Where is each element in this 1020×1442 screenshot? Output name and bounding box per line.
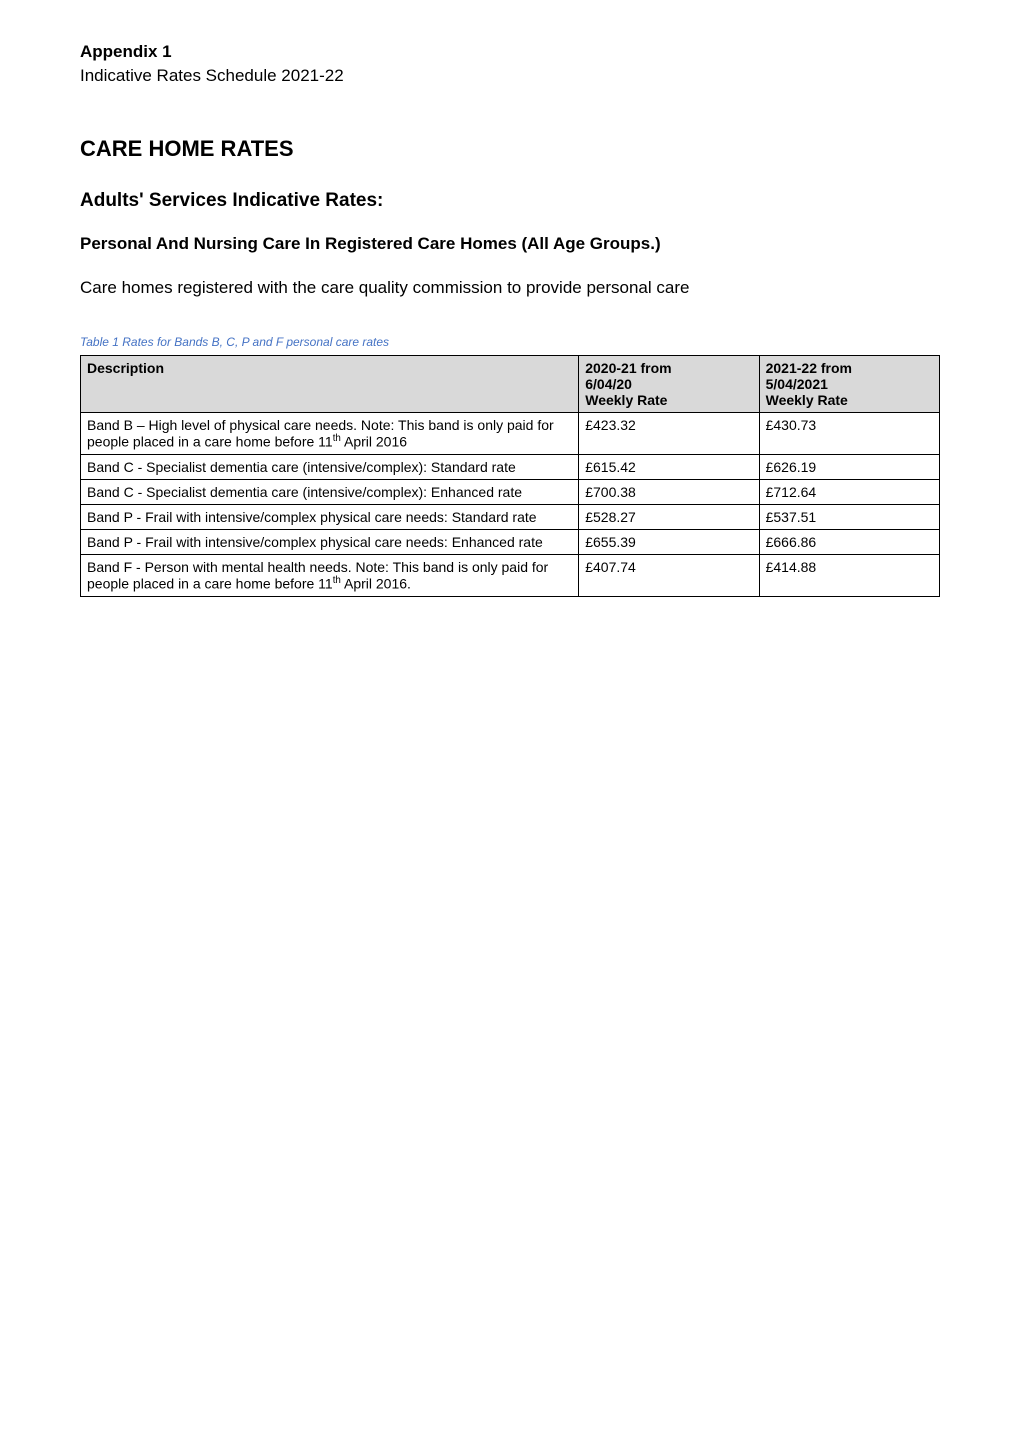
table-header-row: Description 2020-21 from 6/04/20 Weekly … bbox=[81, 356, 940, 413]
header-2021-line3: Weekly Rate bbox=[766, 392, 848, 408]
cell-rate-2020: £528.27 bbox=[579, 505, 759, 530]
table-row: Band P - Frail with intensive/complex ph… bbox=[81, 505, 940, 530]
cell-rate-2021: £414.88 bbox=[759, 555, 939, 597]
cell-rate-2020: £423.32 bbox=[579, 413, 759, 455]
appendix-title: Appendix 1 bbox=[80, 40, 940, 64]
cell-description: Band B – High level of physical care nee… bbox=[81, 413, 579, 455]
cell-description: Band F - Person with mental health needs… bbox=[81, 555, 579, 597]
table-row: Band B – High level of physical care nee… bbox=[81, 413, 940, 455]
header-2020-line2: 6/04/20 bbox=[585, 376, 632, 392]
cell-description: Band C - Specialist dementia care (inten… bbox=[81, 480, 579, 505]
cell-rate-2020: £407.74 bbox=[579, 555, 759, 597]
cell-description: Band C - Specialist dementia care (inten… bbox=[81, 455, 579, 480]
header-rate-2020: 2020-21 from 6/04/20 Weekly Rate bbox=[579, 356, 759, 413]
header-2021-line2: 5/04/2021 bbox=[766, 376, 828, 392]
table-row: Band C - Specialist dementia care (inten… bbox=[81, 480, 940, 505]
header-2020-line1: 2020-21 from bbox=[585, 360, 671, 376]
cell-rate-2021: £666.86 bbox=[759, 530, 939, 555]
table-body: Band B – High level of physical care nee… bbox=[81, 413, 940, 596]
table-row: Band P - Frail with intensive/complex ph… bbox=[81, 530, 940, 555]
cell-description: Band P - Frail with intensive/complex ph… bbox=[81, 530, 579, 555]
table-row: Band F - Person with mental health needs… bbox=[81, 555, 940, 597]
intro-paragraph: Care homes registered with the care qual… bbox=[80, 276, 940, 300]
cell-rate-2020: £615.42 bbox=[579, 455, 759, 480]
appendix-subtitle: Indicative Rates Schedule 2021-22 bbox=[80, 64, 940, 88]
document-header: Appendix 1 Indicative Rates Schedule 202… bbox=[80, 40, 940, 88]
header-rate-2021: 2021-22 from 5/04/2021 Weekly Rate bbox=[759, 356, 939, 413]
table-caption: Table 1 Rates for Bands B, C, P and F pe… bbox=[80, 335, 940, 349]
header-description: Description bbox=[81, 356, 579, 413]
cell-description: Band P - Frail with intensive/complex ph… bbox=[81, 505, 579, 530]
cell-rate-2020: £655.39 bbox=[579, 530, 759, 555]
table-row: Band C - Specialist dementia care (inten… bbox=[81, 455, 940, 480]
sub-sub-heading: Personal And Nursing Care In Registered … bbox=[80, 234, 940, 254]
cell-rate-2021: £626.19 bbox=[759, 455, 939, 480]
main-heading: CARE HOME RATES bbox=[80, 136, 940, 162]
cell-rate-2021: £712.64 bbox=[759, 480, 939, 505]
cell-rate-2021: £537.51 bbox=[759, 505, 939, 530]
cell-rate-2021: £430.73 bbox=[759, 413, 939, 455]
cell-rate-2020: £700.38 bbox=[579, 480, 759, 505]
rates-table: Description 2020-21 from 6/04/20 Weekly … bbox=[80, 355, 940, 596]
header-2020-line3: Weekly Rate bbox=[585, 392, 667, 408]
sub-heading: Adults' Services Indicative Rates: bbox=[80, 190, 940, 212]
header-2021-line1: 2021-22 from bbox=[766, 360, 852, 376]
